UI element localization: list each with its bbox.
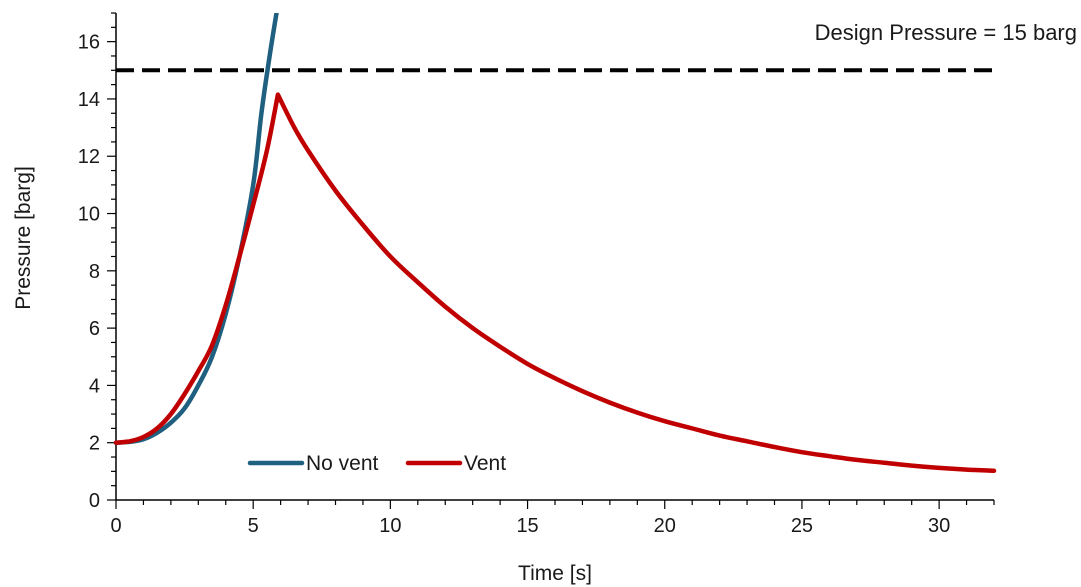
y-axis: 0 2 4 6 8 10 12 14 16 bbox=[78, 12, 117, 512]
x-axis-title: Time [s] bbox=[518, 562, 592, 585]
y-tick-label: 6 bbox=[89, 318, 100, 340]
y-axis-title: Pressure [barg] bbox=[12, 166, 35, 310]
y-tick-label: 4 bbox=[89, 375, 100, 397]
legend-label-no-vent: No vent bbox=[306, 452, 379, 475]
x-tick-label: 20 bbox=[654, 515, 676, 537]
x-tick-label: 10 bbox=[379, 515, 401, 537]
x-tick-label: 0 bbox=[110, 515, 121, 537]
series-line-vent bbox=[113, 92, 997, 474]
x-tick-label: 15 bbox=[516, 515, 538, 537]
x-axis: 0 5 10 15 20 25 30 bbox=[110, 499, 995, 537]
x-tick-label: 30 bbox=[928, 515, 950, 537]
y-tick-label: 12 bbox=[78, 146, 100, 168]
series-line-no-vent bbox=[113, 13, 279, 445]
legend: No vent Vent bbox=[247, 452, 506, 475]
x-tick-label: 5 bbox=[248, 515, 259, 537]
y-tick-label: 2 bbox=[89, 433, 100, 455]
design-pressure-label: Design Pressure = 15 barg bbox=[815, 20, 1077, 45]
y-tick-label: 0 bbox=[89, 490, 100, 512]
y-tick-label: 10 bbox=[78, 204, 100, 226]
y-tick-label: 8 bbox=[89, 261, 100, 283]
series-group bbox=[113, 13, 997, 474]
legend-label-vent: Vent bbox=[464, 452, 506, 475]
y-tick-label: 16 bbox=[78, 32, 100, 54]
y-tick-label: 14 bbox=[78, 89, 100, 111]
x-tick-label: 25 bbox=[791, 515, 813, 537]
